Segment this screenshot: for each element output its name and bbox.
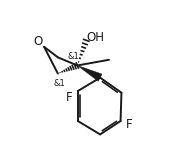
Text: O: O	[34, 35, 43, 48]
Text: &1: &1	[67, 52, 79, 61]
Polygon shape	[77, 66, 102, 81]
Text: &1: &1	[54, 79, 65, 88]
Text: F: F	[126, 118, 133, 131]
Text: OH: OH	[86, 31, 104, 44]
Text: F: F	[66, 91, 72, 104]
